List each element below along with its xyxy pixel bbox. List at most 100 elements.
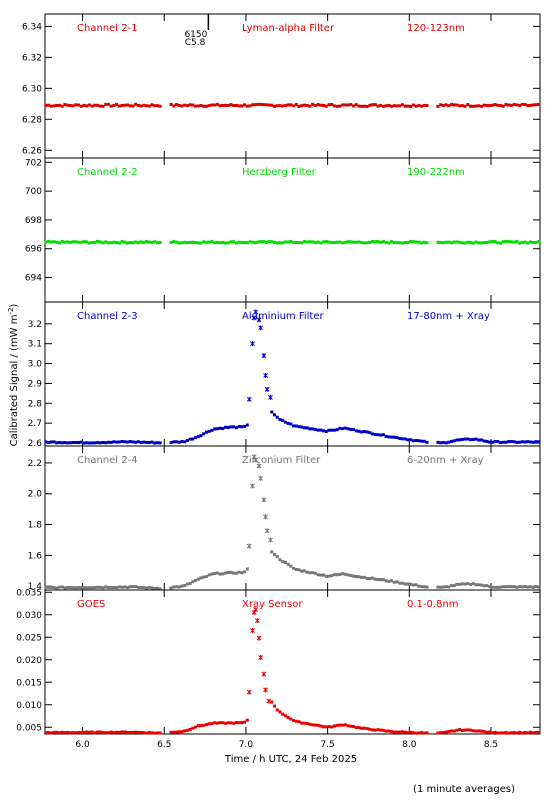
data-point [398, 241, 402, 245]
data-point [123, 730, 127, 734]
data-point [447, 585, 451, 589]
data-point [199, 103, 203, 107]
data-point [289, 564, 293, 568]
data-point [349, 240, 353, 244]
data-point [245, 423, 249, 427]
data-point [96, 239, 100, 243]
panel-label-1: Channel 2-4 [77, 455, 138, 466]
data-point [311, 240, 315, 244]
peak-point [263, 514, 268, 520]
data-point [180, 584, 184, 588]
data-point [379, 433, 383, 437]
data-point [387, 579, 391, 583]
data-point [169, 441, 173, 445]
data-point [82, 103, 86, 107]
data-point [332, 241, 336, 245]
data-point [381, 104, 385, 108]
data-point [526, 241, 530, 245]
data-point [515, 585, 519, 589]
data-point [381, 433, 385, 437]
data-point [450, 439, 454, 443]
data-point [245, 104, 249, 108]
data-point [384, 434, 388, 438]
data-point [322, 573, 326, 577]
data-point [411, 103, 415, 107]
data-point [180, 241, 184, 245]
data-point [240, 241, 244, 245]
data-point [376, 104, 380, 108]
data-point [485, 584, 489, 588]
data-point [60, 585, 64, 589]
data-point [411, 583, 415, 587]
data-point [512, 730, 516, 734]
data-point [147, 585, 151, 589]
data-point [234, 571, 238, 575]
data-point [128, 104, 132, 108]
data-point [79, 586, 83, 590]
data-point [172, 104, 176, 108]
data-point [264, 103, 268, 107]
data-point [215, 721, 219, 725]
data-point [534, 585, 538, 589]
data-point [422, 585, 426, 589]
data-point [479, 729, 483, 733]
data-point [60, 239, 64, 243]
data-point [221, 103, 225, 107]
data-point [259, 240, 263, 244]
data-point [439, 731, 443, 735]
peak-point [256, 463, 262, 469]
data-point [300, 425, 304, 429]
data-point [180, 104, 184, 108]
data-point [120, 440, 124, 444]
data-point [460, 437, 464, 441]
data-point [493, 585, 497, 589]
x-tick-label: 7.0 [239, 740, 254, 750]
data-point [44, 240, 48, 244]
data-point [294, 240, 298, 244]
data-point [188, 103, 192, 107]
data-point [106, 440, 110, 444]
data-point [395, 580, 399, 584]
data-point [245, 567, 249, 571]
data-point [327, 428, 331, 432]
data-point [371, 576, 375, 580]
data-point [123, 103, 127, 107]
data-point [409, 239, 413, 243]
data-point [422, 240, 426, 244]
data-point [169, 586, 173, 590]
y-tick-label: 1.8 [28, 521, 43, 531]
data-point [482, 439, 486, 443]
data-point [531, 585, 535, 589]
data-point [199, 241, 203, 245]
data-point [354, 726, 358, 730]
data-point [273, 553, 277, 557]
data-point [71, 586, 75, 590]
data-point [224, 241, 228, 245]
data-point [169, 730, 173, 734]
data-point [150, 103, 154, 107]
data-point [501, 104, 505, 108]
data-point [455, 582, 459, 586]
data-point [194, 436, 198, 440]
data-point [373, 577, 377, 581]
panel-1: 6.26 6.28 6.30 6.32 6.34 Channel 2-1 Lyman-alp… [22, 13, 541, 159]
x-axis: 6.0 6.5 7.0 7.5 8.0 8.5 [75, 740, 498, 750]
data-point [316, 240, 320, 244]
data-point [185, 438, 189, 442]
data-point [501, 585, 505, 589]
data-point [213, 241, 217, 245]
data-point [126, 241, 129, 245]
data-point [281, 712, 285, 716]
data-point [499, 441, 503, 445]
data-point [351, 240, 355, 244]
data-point [210, 428, 214, 432]
data-point [425, 241, 429, 245]
data-point [185, 104, 189, 108]
y-tick-label: 6.30 [22, 84, 42, 94]
data-point [215, 102, 219, 106]
data-point [109, 241, 113, 245]
data-point [194, 725, 198, 729]
y-tick-label: 700 [25, 187, 42, 197]
data-point [224, 571, 228, 575]
peak-point [251, 315, 257, 321]
